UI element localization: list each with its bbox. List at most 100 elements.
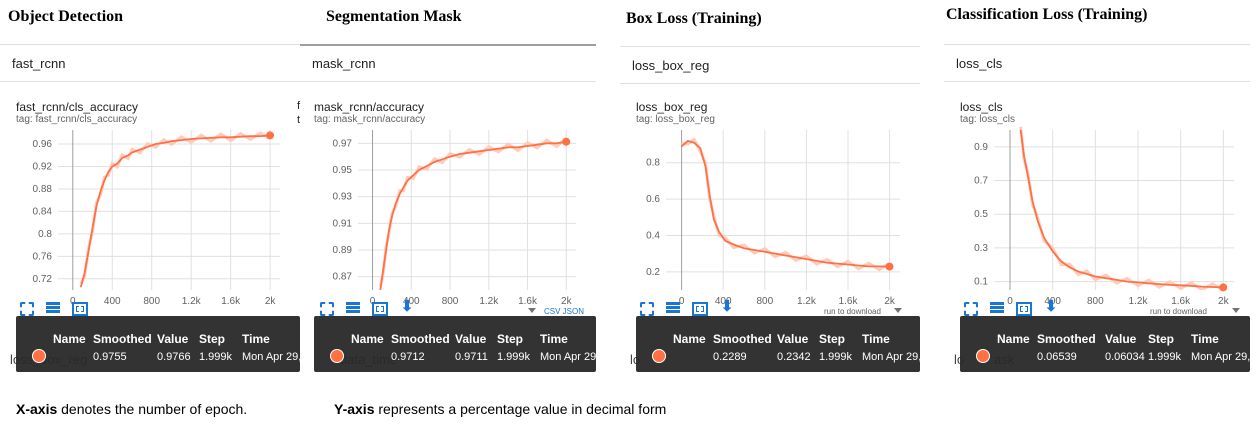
download-icon[interactable]: ⬇ (400, 298, 414, 315)
tooltip-time-value: Mon Apr 29, (862, 351, 922, 363)
chevron-down-icon[interactable] (1232, 308, 1240, 313)
download-icon[interactable]: ⬇ (1044, 298, 1058, 315)
x-tick-label: 1.6k (518, 296, 538, 307)
fit-domain-icon[interactable] (20, 302, 34, 316)
tooltip-header-time: Time (1191, 332, 1219, 346)
expand-chart-icon[interactable] (372, 302, 388, 316)
smoothed-series-line (379, 140, 567, 290)
tooltip-step-value: 1.999k (199, 351, 233, 363)
expand-chart-icon[interactable] (1016, 302, 1032, 316)
y-axis-caption-text: represents a percentage value in decimal… (374, 401, 667, 417)
run-to-download-select[interactable]: run to download (824, 307, 881, 316)
x-tick-label: 400 (104, 296, 121, 307)
last-point-marker (562, 137, 571, 146)
y-tick-label: 0.76 (33, 251, 53, 262)
run-color-dot (330, 349, 344, 363)
last-point-marker (885, 262, 894, 271)
tooltip-table: Name Smoothed Value Step Time 0.2289 0.2… (636, 316, 922, 372)
tooltip-raw-value: 0.9766 (157, 351, 191, 363)
tooltip-header-value: Value (455, 332, 487, 346)
toggle-log-icon[interactable] (666, 302, 680, 313)
run-name-bar[interactable]: loss_box_reg (620, 46, 920, 84)
line-chart[interactable]: 0.72 0.76 0.8 0.84 0.88 0.92 0.96 0 400 800 1.2k 1.… (0, 0, 300, 307)
y-tick-label: 0.87 (333, 272, 353, 283)
run-name-bar[interactable]: mask_rcnn (300, 44, 596, 82)
line-chart[interactable]: 0.1 0.3 0.5 0.7 0.9 0 400 800 1.2k 1.6k 2k (944, 0, 1250, 307)
x-tick-label: 2k (265, 296, 277, 307)
tooltip-smoothed-value: 0.2289 (713, 351, 747, 363)
smoothed-series-line (79, 134, 271, 288)
y-tick-label: 0.1 (974, 277, 988, 288)
raw-series-line (1019, 126, 1225, 290)
x-tick-label: 1.2k (1129, 296, 1149, 307)
last-point-marker (266, 131, 275, 140)
x-tick-label: 800 (1087, 296, 1104, 307)
tooltip-header-name: Name (673, 332, 706, 346)
y-tick-label: 0.93 (333, 192, 353, 203)
tooltip-header-name: Name (53, 332, 86, 346)
tooltip-table: Name Smoothed Value Step Time 0.06539 0.… (960, 316, 1250, 372)
tooltip-header-value: Value (157, 332, 189, 346)
underlay-run-label: lo (630, 352, 640, 367)
tooltip-header-time: Time (242, 332, 270, 346)
fit-domain-icon[interactable] (640, 302, 654, 316)
y-tick-label: 0.91 (333, 218, 353, 229)
toggle-log-icon[interactable] (990, 302, 1004, 313)
chevron-down-icon[interactable] (894, 308, 902, 313)
x-tick-label: 1.2k (182, 296, 202, 307)
y-tick-label: 0.92 (33, 161, 53, 172)
tooltip-table: Name Smoothed Value Step Time 0.9712 0.9… (314, 316, 599, 372)
smoothed-series-line (1019, 129, 1224, 289)
x-axis-caption-text: denotes the number of epoch. (57, 401, 248, 417)
raw-series-line (79, 131, 271, 285)
toggle-log-icon[interactable] (46, 302, 60, 313)
tooltip-header-smoothed: Smoothed (93, 332, 152, 346)
x-tick-label: 1.2k (479, 296, 499, 307)
csv-json-links[interactable]: CSV JSON (544, 307, 585, 316)
y-tick-label: 0.84 (33, 206, 53, 217)
y-tick-label: 0.7 (974, 176, 988, 187)
chart-panel-box-loss: Box Loss (Training) loss_box_reg loss_bo… (620, 0, 922, 380)
y-tick-label: 0.72 (33, 274, 53, 285)
x-axis-caption-bold: X-axis (16, 401, 58, 417)
card-title: fast_rcnn/cls_accuracy (16, 100, 139, 114)
expand-chart-icon[interactable] (72, 302, 88, 316)
run-to-download-select[interactable]: run to download (1150, 307, 1207, 316)
tooltip-raw-value: 0.9711 (455, 351, 488, 363)
y-tick-label: 0.95 (333, 165, 353, 176)
x-tick-label: 1.6k (221, 296, 241, 307)
x-tick-label: 1.6k (1171, 296, 1191, 307)
fit-domain-icon[interactable] (320, 302, 334, 316)
x-tick-label: 2k (1218, 296, 1230, 307)
run-name-bar[interactable]: fast_rcnn (0, 44, 300, 82)
fit-domain-icon[interactable] (964, 302, 978, 316)
x-tick-label: 0 (1007, 296, 1013, 307)
expand-chart-icon[interactable] (692, 302, 708, 316)
raw-series-line (378, 137, 568, 288)
x-tick-label: 400 (403, 296, 420, 307)
x-tick-label: 2k (884, 296, 896, 307)
run-color-dot (32, 349, 46, 363)
line-chart[interactable]: 0.87 0.89 0.91 0.93 0.95 0.97 0 400 800 1.2k 1.6k 2… (300, 0, 596, 307)
x-tick-label: 400 (1044, 296, 1061, 307)
toggle-log-icon[interactable] (346, 302, 360, 313)
chart-panel-segmentation-mask: Segmentation Mask mask_rcnn f t mask_rcn… (297, 0, 599, 380)
tooltip-header-smoothed: Smoothed (1037, 332, 1096, 346)
truncated-label-edge: f (297, 100, 301, 112)
line-chart[interactable]: 0.2 0.4 0.6 0.8 0 400 800 1.2k 1.6k 2k (620, 0, 920, 307)
tooltip-header-step: Step (497, 332, 524, 346)
tooltip-header-smoothed: Smoothed (391, 332, 450, 346)
y-tick-label: 0.5 (974, 209, 988, 220)
panel-title: Segmentation Mask (326, 8, 462, 25)
truncated-label-edge: t (297, 114, 301, 126)
y-tick-label: 0.97 (333, 138, 353, 149)
y-tick-label: 0.96 (33, 139, 53, 150)
download-icon[interactable]: ⬇ (720, 298, 734, 315)
run-name-bar[interactable]: loss_cls (944, 44, 1250, 82)
chevron-down-icon[interactable] (528, 308, 536, 313)
x-tick-label: 0 (679, 296, 685, 307)
x-tick-label: 0 (370, 296, 376, 307)
y-tick-label: 0.2 (646, 267, 660, 278)
tooltip-header-step: Step (199, 332, 226, 346)
y-tick-label: 0.88 (33, 184, 53, 195)
